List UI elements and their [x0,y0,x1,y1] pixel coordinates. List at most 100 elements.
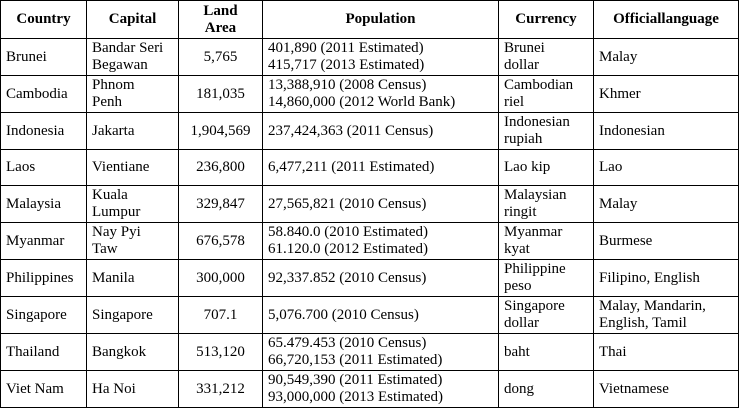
cell-capital: Vientiane [86,149,179,186]
cell-currency-line: baht [504,343,530,360]
cell-capital-line: Ha Noi [92,380,136,397]
cell-official-language: Filipino, English [593,259,739,297]
cell-official-language-line: Vietnamese [599,380,669,397]
header-land-area-line: Area [204,19,237,36]
cell-capital: Bangkok [86,333,179,371]
cell-country: Cambodia [0,75,87,113]
cell-official-language-line: Thai [599,343,627,360]
cell-land-area: 513,120 [178,333,263,371]
cell-currency-line: kyat [504,241,530,257]
cell-capital-line: Bandar Seri [92,40,164,56]
header-currency: Currency [498,0,594,39]
table-body: Brunei Bandar Seri Begawan 5,765 401,890 (20… [0,38,739,408]
cell-population-line: 65.479.453 (2010 Census) [268,335,427,351]
cell-country: Laos [0,149,87,186]
table-row: Philippines Manila 300,000 92,337.852 (2010… [0,259,739,297]
cell-capital: Kuala Lumpur [86,185,179,223]
header-land-area-line: Land [203,2,238,19]
header-population: Population [262,0,499,39]
cell-population: 401,890 (2011 Estimated) 415,717 (2013 Es… [262,38,499,76]
cell-country: Malaysia [0,185,87,223]
cell-capital-line: Manila [92,269,135,286]
cell-currency-line: rupiah [504,131,543,147]
cell-country: Indonesia [0,112,87,150]
cell-population: 13,388,910 (2008 Census) 14,860,000 (2012… [262,75,499,113]
cell-capital-line: Jakarta [92,122,135,139]
cell-population: 58.840.0 (2010 Estimated) 61.120.0 (2012 … [262,222,499,260]
cell-currency: baht [498,333,594,371]
cell-currency-line: dong [504,380,534,397]
cell-country: Philippines [0,259,87,297]
cell-country: Thailand [0,333,87,371]
cell-currency-line: dollar [504,315,539,331]
cell-population: 5,076.700 (2010 Census) [262,296,499,334]
table-row: Cambodia Phnom Penh 181,035 13,388,910 (2008… [0,75,739,113]
cell-currency: Malaysian ringit [498,185,594,223]
cell-land-area: 707.1 [178,296,263,334]
cell-official-language: Khmer [593,75,739,113]
cell-currency-line: Brunei [504,40,545,56]
cell-population-line: 66,720,153 (2011 Estimated) [268,352,443,368]
cell-currency-line: Singapore [504,298,565,314]
cell-official-language-line: Filipino, English [599,269,700,286]
cell-population-line: 401,890 (2011 Estimated) [268,40,424,56]
cell-land-area: 329,847 [178,185,263,223]
cell-currency-line: riel [504,94,524,110]
cell-official-language: Malay [593,38,739,76]
table-row: Laos Vientiane 236,800 6,477,211 (2011 Esti… [0,149,739,186]
cell-capital-line: Singapore [92,306,153,323]
cell-capital-line: Taw [92,241,118,257]
cell-currency: Singapore dollar [498,296,594,334]
cell-official-language-line: Malay [599,48,638,65]
cell-population: 237,424,363 (2011 Census) [262,112,499,150]
cell-population: 27,565,821 (2010 Census) [262,185,499,223]
cell-population-line: 93,000,000 (2013 Estimated) [268,389,443,405]
table-row: Indonesia Jakarta 1,904,569 237,424,363 (20… [0,112,739,150]
cell-land-area: 676,578 [178,222,263,260]
cell-currency-line: Myanmar [504,224,563,240]
cell-land-area: 1,904,569 [178,112,263,150]
cell-land-area: 236,800 [178,149,263,186]
cell-currency: Brunei dollar [498,38,594,76]
header-row: Country Capital Land Area Population Cur… [0,0,739,39]
cell-capital: Manila [86,259,179,297]
cell-capital: Nay Pyi Taw [86,222,179,260]
cell-official-language: Indonesian [593,112,739,150]
cell-currency-line: Indonesian [504,114,570,130]
header-capital: Capital [86,0,179,39]
cell-official-language: Malay [593,185,739,223]
cell-country: Brunei [0,38,87,76]
cell-population-line: 14,860,000 (2012 World Bank) [268,94,456,110]
cell-capital-line: Vientiane [92,159,150,175]
header-country: Country [0,0,87,39]
cell-currency: Cambodian riel [498,75,594,113]
cell-country: Singapore [0,296,87,334]
cell-population-line: 6,477,211 (2011 Estimated) [268,159,435,175]
cell-population-line: 13,388,910 (2008 Census) [268,77,427,93]
cell-land-area: 181,035 [178,75,263,113]
cell-capital: Phnom Penh [86,75,179,113]
table-row: Malaysia Kuala Lumpur 329,847 27,565,821 (20… [0,185,739,223]
cell-capital: Singapore [86,296,179,334]
cell-currency-line: Cambodian [504,77,574,93]
cell-population-line: 237,424,363 (2011 Census) [268,122,434,139]
cell-official-language: Thai [593,333,739,371]
cell-population-line: 92,337.852 (2010 Census) [268,269,427,286]
cell-currency: Indonesian rupiah [498,112,594,150]
cell-population-line: 90,549,390 (2011 Estimated) [268,372,443,388]
cell-official-language: Burmese [593,222,739,260]
cell-capital-line: Lumpur [92,204,141,220]
cell-currency-line: ringit [504,204,537,220]
cell-official-language-line: English, Tamil [599,315,687,331]
cell-capital-line: Penh [92,94,122,110]
cell-capital: Bandar Seri Begawan [86,38,179,76]
cell-official-language: Lao [593,149,739,186]
cell-capital-line: Kuala [92,187,128,203]
cell-capital: Jakarta [86,112,179,150]
cell-capital-line: Bangkok [92,343,147,360]
cell-land-area: 300,000 [178,259,263,297]
cell-currency-line: Philippine [504,261,566,277]
cell-currency-line: Malaysian [504,187,567,203]
cell-capital-line: Nay Pyi [92,224,141,240]
